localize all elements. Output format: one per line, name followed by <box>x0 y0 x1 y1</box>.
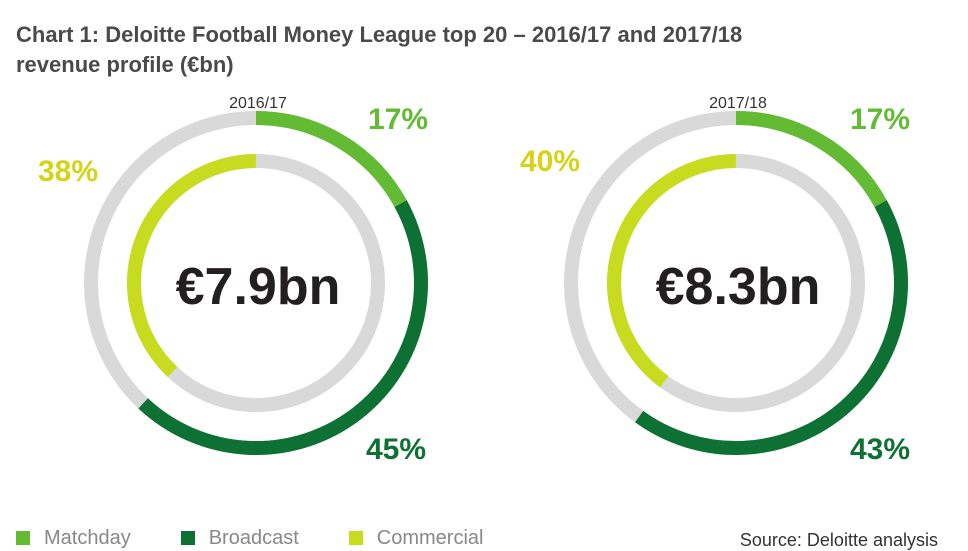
period-label-2017-18: 2017/18 <box>709 95 767 112</box>
legend-item-broadcast: Broadcast <box>180 526 299 549</box>
legend-swatch-broadcast <box>180 531 195 545</box>
broadcast-segment <box>635 200 908 455</box>
period-label-2016-17: 2016/17 <box>229 95 287 112</box>
total-value-2017-18: €8.3bn <box>655 258 821 316</box>
commercial-segment <box>127 154 256 378</box>
legend: Matchday Broadcast Commercial <box>16 526 484 549</box>
donut-svg-2016-17 <box>84 111 428 455</box>
broadcast-segment <box>138 200 428 455</box>
legend-item-commercial: Commercial <box>348 526 484 549</box>
commercial-pct-2016-17: 38% <box>38 155 99 188</box>
donut-chart-2017-18: 2017/18 €8.3bn 17% 43% 40% <box>518 95 958 475</box>
matchday-pct-2017-18: 17% <box>850 103 911 136</box>
donut-svg-2017-18 <box>564 111 908 455</box>
chart-title-line-2: revenue profile (€bn) <box>16 52 234 77</box>
source-note: Source: Deloitte analysis <box>739 530 938 550</box>
commercial-segment <box>607 154 736 388</box>
chart-title: Chart 1: Deloitte Football Money League … <box>16 20 916 80</box>
chart-title-line-1: Chart 1: Deloitte Football Money League … <box>16 22 743 47</box>
matchday-segment <box>735 111 887 207</box>
broadcast-pct-2017-18: 43% <box>850 433 911 466</box>
broadcast-pct-2016-17: 45% <box>366 433 427 466</box>
matchday-segment <box>255 111 407 207</box>
legend-label-broadcast: Broadcast <box>208 526 299 549</box>
legend-item-matchday: Matchday <box>16 526 131 549</box>
legend-swatch-commercial <box>348 531 363 545</box>
legend-label-commercial: Commercial <box>376 526 484 549</box>
total-value-2016-17: €7.9bn <box>175 258 341 316</box>
commercial-pct-2017-18: 40% <box>520 145 581 178</box>
legend-label-matchday: Matchday <box>44 526 131 549</box>
legend-swatch-matchday <box>16 531 30 545</box>
matchday-pct-2016-17: 17% <box>368 103 429 136</box>
donut-chart-2016-17: 2016/17 €7.9bn 17% 45% 38% <box>38 95 478 475</box>
